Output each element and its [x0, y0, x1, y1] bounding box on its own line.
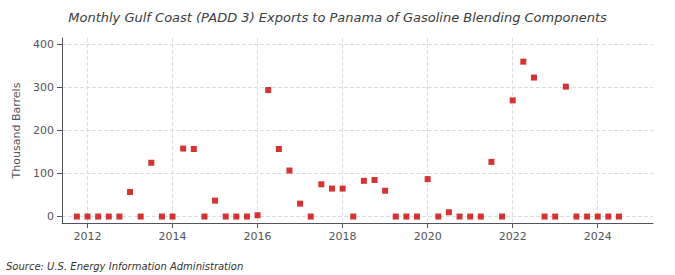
svg-text:400: 400 — [33, 38, 54, 51]
svg-text:Source: U.S. Energy Informatio: Source: U.S. Energy Information Administ… — [6, 261, 243, 272]
svg-text:2020: 2020 — [414, 230, 442, 243]
svg-text:2022: 2022 — [499, 230, 527, 243]
svg-text:2016: 2016 — [244, 230, 272, 243]
svg-text:2014: 2014 — [159, 230, 187, 243]
svg-text:100: 100 — [33, 167, 54, 180]
svg-text:300: 300 — [33, 81, 54, 94]
svg-text:200: 200 — [33, 124, 54, 137]
svg-text:Thousand Barrels: Thousand Barrels — [10, 82, 23, 179]
svg-text:2018: 2018 — [329, 230, 357, 243]
svg-text:2024: 2024 — [584, 230, 612, 243]
svg-text:Monthly Gulf Coast (PADD 3) Ex: Monthly Gulf Coast (PADD 3) Exports to P… — [68, 10, 607, 25]
svg-text:2012: 2012 — [74, 230, 102, 243]
svg-text:0: 0 — [47, 210, 54, 223]
